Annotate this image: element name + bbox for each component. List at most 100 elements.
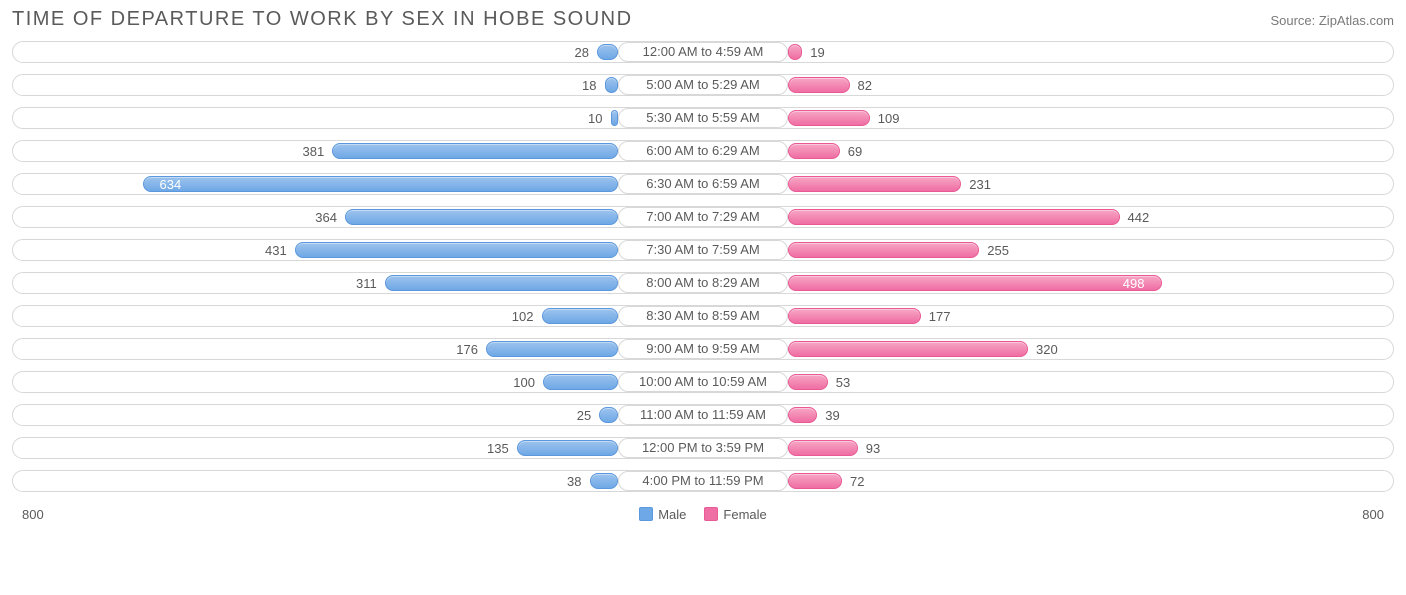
chart-row: 381 69 6:00 AM to 6:29 AM <box>12 140 1394 162</box>
chart-row: 38724:00 PM to 11:59 PM <box>12 470 1394 492</box>
chart-header: TIME OF DEPARTURE TO WORK BY SEX IN HOBE… <box>12 8 1394 31</box>
female-bar <box>788 77 850 93</box>
chart-row: 3644427:00 AM to 7:29 AM <box>12 206 1394 228</box>
female-bar <box>788 176 961 192</box>
female-bar <box>788 473 842 489</box>
female-bar <box>788 341 1028 357</box>
axis-max-left: 800 <box>22 507 44 522</box>
male-value: 102 <box>504 309 542 324</box>
female-half: 231 <box>703 174 1393 194</box>
female-bar <box>788 44 802 60</box>
male-half: 135 <box>13 438 703 458</box>
male-value: 28 <box>567 45 597 60</box>
category-label: 6:00 AM to 6:29 AM <box>618 141 788 161</box>
female-value: 39 <box>817 408 847 423</box>
category-label: 11:00 AM to 11:59 AM <box>618 405 788 425</box>
male-half: 28 <box>13 42 703 62</box>
chart-row: 28 19 12:00 AM to 4:59 AM <box>12 41 1394 63</box>
male-half: 38 <box>13 471 703 491</box>
axis-max-right: 800 <box>1362 507 1384 522</box>
female-value: 82 <box>850 78 880 93</box>
category-label: 6:30 AM to 6:59 AM <box>618 174 788 194</box>
male-half: 176 <box>13 339 703 359</box>
male-bar <box>605 77 619 93</box>
legend: Male Female <box>639 507 767 522</box>
male-bar <box>345 209 618 225</box>
category-label: 5:00 AM to 5:29 AM <box>618 75 788 95</box>
male-bar <box>599 407 618 423</box>
category-label: 8:30 AM to 8:59 AM <box>618 306 788 326</box>
male-bar <box>385 275 618 291</box>
male-bar: 634 <box>143 176 619 192</box>
chart-row: 10 1095:30 AM to 5:59 AM <box>12 107 1394 129</box>
female-value: 53 <box>828 375 858 390</box>
male-half: 311 <box>13 273 703 293</box>
female-bar <box>788 110 870 126</box>
female-value: 231 <box>961 177 999 192</box>
male-value: 135 <box>479 441 517 456</box>
chart-row: 1005310:00 AM to 10:59 AM <box>12 371 1394 393</box>
legend-male-label: Male <box>658 507 686 522</box>
female-bar <box>788 440 858 456</box>
female-value: 72 <box>842 474 872 489</box>
chart-row: 634 231 6:30 AM to 6:59 AM <box>12 173 1394 195</box>
male-bar <box>597 44 618 60</box>
female-value: 93 <box>858 441 888 456</box>
male-value: 364 <box>307 210 345 225</box>
chart-row: 25 39 11:00 AM to 11:59 AM <box>12 404 1394 426</box>
female-swatch-icon <box>704 507 718 521</box>
female-value: 320 <box>1028 342 1066 357</box>
female-half: 19 <box>703 42 1393 62</box>
male-half: 431 <box>13 240 703 260</box>
male-bar <box>542 308 619 324</box>
female-half: 39 <box>703 405 1393 425</box>
female-half: 109 <box>703 108 1393 128</box>
chart-row: 1763209:00 AM to 9:59 AM <box>12 338 1394 360</box>
category-label: 5:30 AM to 5:59 AM <box>618 108 788 128</box>
female-half: 93 <box>703 438 1393 458</box>
female-value: 255 <box>979 243 1017 258</box>
female-bar <box>788 143 840 159</box>
chart-row: 1359312:00 PM to 3:59 PM <box>12 437 1394 459</box>
male-value: 10 <box>580 111 610 126</box>
legend-male: Male <box>639 507 686 522</box>
male-value: 381 <box>295 144 333 159</box>
female-value: 19 <box>802 45 832 60</box>
category-label: 12:00 AM to 4:59 AM <box>618 42 788 62</box>
male-value: 176 <box>448 342 486 357</box>
male-half: 18 <box>13 75 703 95</box>
male-half: 364 <box>13 207 703 227</box>
legend-female-label: Female <box>723 507 766 522</box>
female-bar <box>788 407 817 423</box>
chart-row: 1021778:30 AM to 8:59 AM <box>12 305 1394 327</box>
chart-row: 431 255 7:30 AM to 7:59 AM <box>12 239 1394 261</box>
female-half: 53 <box>703 372 1393 392</box>
male-half: 381 <box>13 141 703 161</box>
male-bar <box>543 374 618 390</box>
chart-footer: 800 Male Female 800 <box>12 503 1394 525</box>
female-half: 320 <box>703 339 1393 359</box>
male-value: 38 <box>559 474 589 489</box>
male-value: 311 <box>348 276 385 291</box>
female-half: 255 <box>703 240 1393 260</box>
male-bar <box>486 341 618 357</box>
female-half: 72 <box>703 471 1393 491</box>
female-half: 69 <box>703 141 1393 161</box>
diverging-bar-chart: 28 19 12:00 AM to 4:59 AM 18 82 5:00 AM to 5:… <box>12 41 1394 492</box>
male-value: 25 <box>569 408 599 423</box>
female-value: 69 <box>840 144 870 159</box>
male-value: 100 <box>505 375 543 390</box>
female-half: 82 <box>703 75 1393 95</box>
category-label: 8:00 AM to 8:29 AM <box>618 273 788 293</box>
male-swatch-icon <box>639 507 653 521</box>
male-bar <box>332 143 618 159</box>
female-bar <box>788 209 1120 225</box>
male-bar <box>517 440 618 456</box>
legend-female: Female <box>704 507 766 522</box>
male-half: 102 <box>13 306 703 326</box>
category-label: 7:30 AM to 7:59 AM <box>618 240 788 260</box>
female-bar <box>788 308 921 324</box>
female-half: 498 <box>703 273 1393 293</box>
male-value: 634 <box>152 177 190 192</box>
male-half: 10 <box>13 108 703 128</box>
